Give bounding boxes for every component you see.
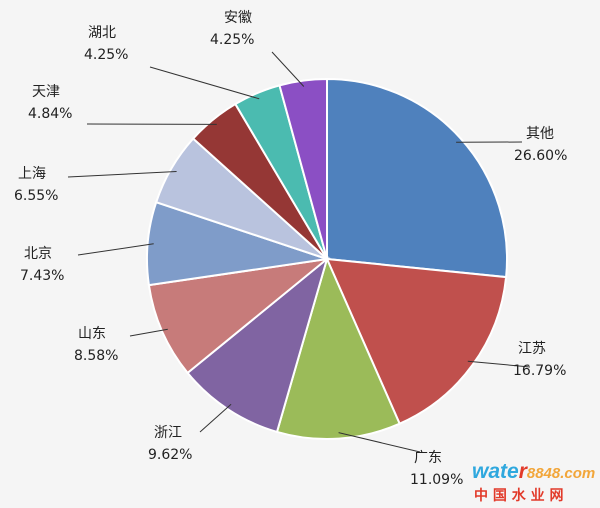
leader-line-6 [67,171,177,178]
slice-percent-3: 9.62% [148,447,192,463]
slice-label-4: 山东 [78,326,106,342]
pie-slice-0 [326,77,508,279]
watermark-brand-suffix: .com [560,465,595,482]
watermark-brand-r: r [519,460,529,483]
slice-label-8: 湖北 [88,25,116,41]
slice-label-9: 安徽 [224,10,252,26]
leader-line-1 [467,360,531,368]
slice-label-6: 上海 [18,166,46,182]
slice-percent-4: 8.58% [74,348,118,364]
slice-label-5: 北京 [24,246,52,262]
pie-slice-4 [147,257,331,375]
watermark-logo: water8848.com 中 国 水 业 网 [472,460,595,504]
leader-line-9 [271,51,305,87]
slice-percent-2: 11.09% [410,472,463,488]
pie-slices [146,77,508,440]
leader-line-2 [338,432,421,453]
watermark-brand-prefix: wate [472,460,519,483]
pie-slice-3 [186,256,329,434]
pie-slice-2 [275,256,401,440]
slice-percent-5: 7.43% [20,268,64,284]
slice-labels: 其他 26.60% 江苏 16.79% 广东 11.09% 浙江 9.62% 山东 8.58% 北京… [14,10,567,488]
pie-slice-9 [278,77,328,260]
leader-line-5 [77,243,154,256]
slice-percent-7: 4.84% [28,106,72,122]
slice-percent-6: 6.55% [14,188,58,204]
slice-label-1: 江苏 [518,341,546,357]
watermark-brand-num: 8848 [527,465,561,482]
slice-percent-0: 26.60% [514,148,567,164]
leader-line-3 [199,403,232,433]
leader-line-4 [129,328,168,337]
leader-line-8 [149,66,260,100]
slice-label-2: 广东 [414,450,442,466]
slice-label-0: 其他 [526,126,554,142]
slice-percent-8: 4.25% [84,47,128,63]
pie-slice-1 [325,257,508,426]
slice-percent-1: 16.79% [513,363,566,379]
leader-lines [67,51,531,453]
svg-text:water8848.com: water8848.com [472,460,595,483]
slice-label-7: 天津 [32,84,60,100]
slice-percent-9: 4.25% [210,32,254,48]
slice-label-3: 浙江 [154,425,182,441]
watermark-chinese: 中 国 水 业 网 [474,487,564,504]
